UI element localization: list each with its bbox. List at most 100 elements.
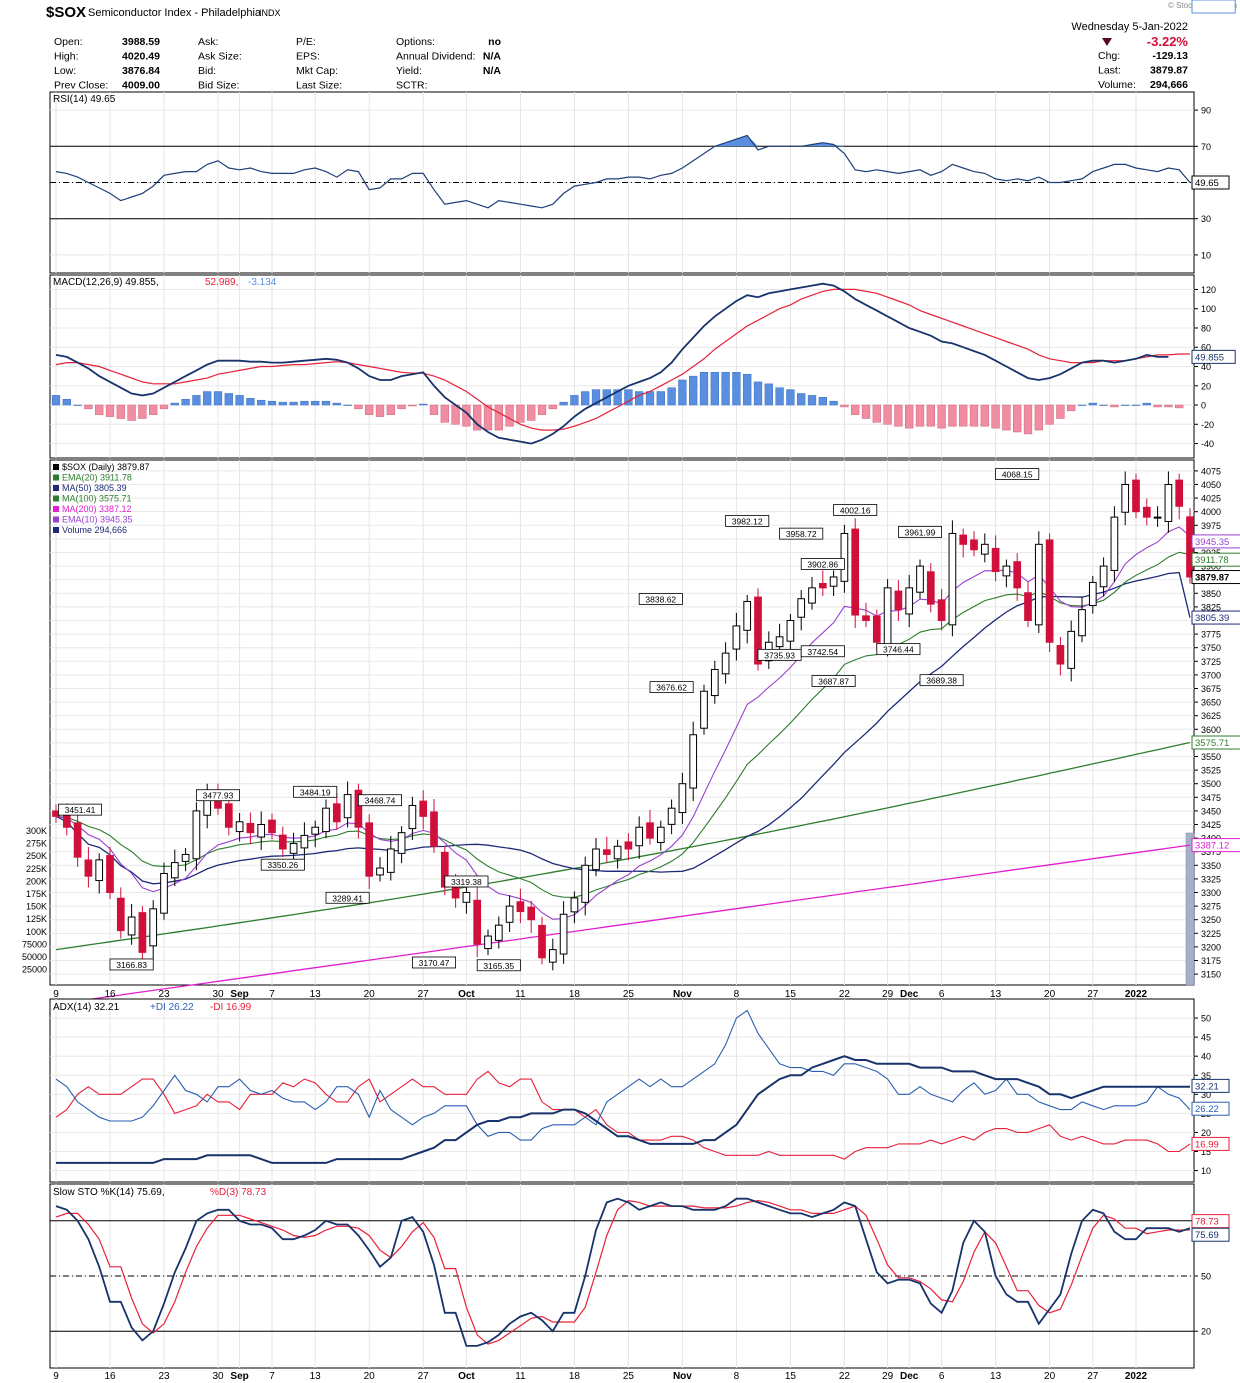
macd-histogram-bar (149, 404, 158, 415)
candle-body (948, 532, 957, 626)
candle-body (473, 899, 482, 945)
price-tick-label: 3250 (1201, 915, 1221, 925)
macd-histogram-bar (548, 404, 557, 410)
volume-tick-label: 125K (26, 914, 47, 924)
candle-body (840, 532, 849, 582)
plus-di-line (55, 1009, 1191, 1141)
value-label-box (1191, 1078, 1230, 1093)
price-legend-entry: EMA(10) 3945.35 (62, 515, 133, 525)
price-tick-label: 3475 (1201, 793, 1221, 803)
price-tick-label: 3650 (1201, 698, 1221, 708)
candle-body (1142, 506, 1151, 518)
candle-body (149, 908, 158, 947)
macd-histogram-bar (235, 395, 244, 406)
price-annotation: 3350.26 (267, 860, 298, 870)
volume-tick-label: 275K (26, 839, 47, 849)
price-tick-label: 4025 (1201, 494, 1221, 504)
field-label: Last: (1098, 65, 1121, 77)
candle-body (635, 826, 644, 847)
candle-body (268, 819, 276, 834)
candle-body (1132, 479, 1140, 513)
x-tick-label-bottom: Dec (900, 1371, 919, 1382)
macd-histogram-bar (829, 400, 838, 406)
price-tick-label: 3975 (1201, 521, 1221, 531)
candle-body (732, 625, 741, 650)
ma50-line (55, 571, 1191, 885)
macd-histogram-bar (1110, 404, 1119, 408)
candle-body (613, 845, 622, 860)
price-tick-label: 3750 (1201, 643, 1221, 653)
macd-histogram-bar (278, 401, 287, 406)
price-annotation-box (411, 956, 456, 969)
field-value: -129.13 (1152, 50, 1188, 62)
macd-histogram-bar (645, 391, 655, 406)
x-tick-label-bottom: 20 (364, 1371, 376, 1382)
candle-body (1088, 581, 1097, 607)
macd-histogram-bar (62, 398, 71, 406)
macd-histogram-bar (699, 372, 709, 406)
price-tick-label: 3625 (1201, 711, 1221, 721)
macd-histogram-bar (969, 404, 979, 427)
price-panel (49, 459, 1195, 986)
price-annotation-box (919, 674, 964, 687)
macd-histogram-bar (1077, 404, 1087, 406)
volume-tick-label: 150K (26, 902, 47, 912)
field-value: no (488, 36, 501, 48)
x-tick-label-bottom: 11 (515, 1371, 526, 1382)
macd-histogram-bar (224, 393, 233, 406)
price-annotation: 3746.44 (883, 645, 914, 655)
macd-histogram-bar (95, 404, 104, 415)
field-label: Prev Close: (54, 80, 108, 92)
rsi-tick-label: 90 (1201, 106, 1211, 116)
candle-body (786, 619, 795, 642)
candle-body (1121, 483, 1130, 513)
pct-change: -3.22% (1147, 34, 1189, 49)
macd-histogram-bar (159, 404, 169, 410)
price-annotation: 3687.87 (818, 676, 849, 686)
x-tick-label-bottom: Nov (673, 1371, 692, 1382)
x-tick-label: Sep (230, 989, 248, 1000)
value-label-box (1191, 1101, 1230, 1116)
price-annotation-box (800, 645, 845, 658)
adx-line (56, 1055, 1190, 1164)
macd-legend-signal: 52.989, (205, 277, 238, 288)
candle-body (829, 576, 838, 587)
macd-histogram-bar (84, 404, 93, 410)
macd-histogram-bar (937, 404, 946, 429)
candle-body (1164, 483, 1173, 522)
value-label-box (1191, 610, 1240, 625)
sto-d-line (55, 1199, 1190, 1345)
price-annotation-box (476, 959, 521, 972)
value-label-box (1191, 1227, 1230, 1242)
candle-body (592, 848, 600, 871)
x-tick-label: 11 (515, 989, 526, 1000)
macd-histogram-bar (473, 404, 482, 431)
price-tick-label: 3850 (1201, 589, 1221, 599)
macd-histogram-bar (332, 402, 341, 406)
macd-tick-label: 60 (1201, 343, 1211, 353)
candle-body (278, 834, 287, 850)
price-tick-label: 3200 (1201, 942, 1221, 952)
volume-tick-label: 225K (26, 864, 47, 874)
price-tick-label: 3275 (1201, 902, 1221, 912)
macd-histogram-bar (559, 401, 568, 406)
volume-tick-label: 200K (26, 876, 47, 886)
field-value: 4020.49 (122, 51, 160, 63)
candle-body (818, 582, 827, 589)
macd-histogram-bar (775, 387, 784, 406)
price-tick-label: 3725 (1201, 657, 1221, 667)
candle-body (160, 872, 168, 914)
price-legend-entry: Volume 294,666 (62, 525, 127, 535)
candle-body (872, 615, 881, 643)
macd-histogram-bar (505, 404, 514, 427)
minus-di-line (55, 1070, 1191, 1160)
candle-body (246, 822, 255, 834)
x-tick-label: 29 (882, 989, 894, 1000)
candle-body (980, 543, 989, 555)
legend-swatch (53, 506, 59, 512)
price-legend-entry: $SOX (Daily) 3879.87 (62, 462, 150, 472)
macd-histogram-bar (419, 403, 428, 406)
price-tick-label: 4075 (1201, 466, 1221, 476)
field-label: Ask Size: (198, 51, 242, 63)
